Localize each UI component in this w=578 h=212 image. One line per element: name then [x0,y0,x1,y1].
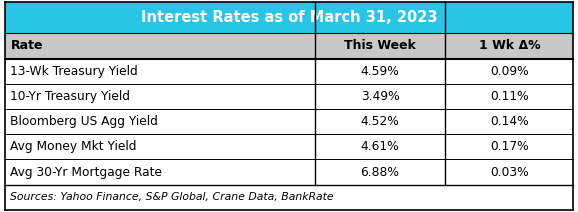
Text: 0.14%: 0.14% [490,115,529,128]
Bar [5,185,573,210]
Bar [5,59,573,84]
Text: 4.59%: 4.59% [361,65,399,78]
Text: 0.17%: 0.17% [490,140,529,153]
Text: Sources: Yahoo Finance, S&P Global, Crane Data, BankRate: Sources: Yahoo Finance, S&P Global, Cran… [10,192,334,202]
Text: 0.09%: 0.09% [490,65,529,78]
Bar [5,134,573,159]
Text: 0.11%: 0.11% [490,90,529,103]
Bar [5,2,573,33]
Bar [5,33,573,59]
Text: 4.61%: 4.61% [361,140,399,153]
Text: 6.88%: 6.88% [361,166,399,179]
Text: Avg 30-Yr Mortgage Rate: Avg 30-Yr Mortgage Rate [10,166,162,179]
Bar [5,109,573,134]
Text: 10-Yr Treasury Yield: 10-Yr Treasury Yield [10,90,131,103]
Bar [5,159,573,185]
Text: Interest Rates as of March 31, 2023: Interest Rates as of March 31, 2023 [141,10,437,25]
Text: Rate: Rate [10,39,43,52]
Text: Avg Money Mkt Yield: Avg Money Mkt Yield [10,140,137,153]
Text: This Week: This Week [344,39,416,52]
Text: 4.52%: 4.52% [361,115,399,128]
Text: 1 Wk Δ%: 1 Wk Δ% [479,39,540,52]
Bar [5,84,573,109]
Text: Bloomberg US Agg Yield: Bloomberg US Agg Yield [10,115,158,128]
Text: 3.49%: 3.49% [361,90,399,103]
Text: 0.03%: 0.03% [490,166,529,179]
Text: 13-Wk Treasury Yield: 13-Wk Treasury Yield [10,65,138,78]
